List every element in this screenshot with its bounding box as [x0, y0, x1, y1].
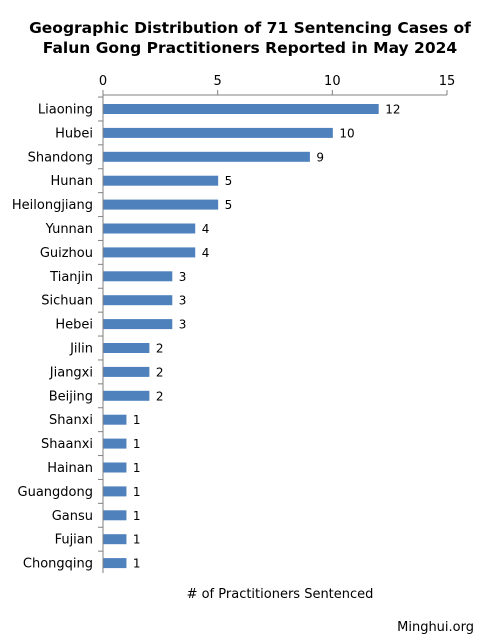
category-label: Shaanxi: [41, 437, 93, 452]
data-label: 2: [156, 389, 164, 403]
category-label: Hubei: [55, 126, 93, 141]
data-label: 2: [156, 365, 164, 379]
chart-title-line-2: Falun Gong Practitioners Reported in May…: [42, 39, 458, 57]
chart-title-line-1: Geographic Distribution of 71 Sentencing…: [29, 19, 471, 37]
data-label: 1: [133, 485, 141, 499]
data-label: 1: [133, 413, 141, 427]
category-label: Shandong: [28, 150, 93, 165]
category-label: Guangdong: [18, 485, 93, 500]
data-label: 5: [225, 198, 233, 212]
category-label: Beijing: [49, 389, 93, 404]
category-label: Gansu: [52, 509, 93, 524]
bar: [103, 534, 127, 545]
bar: [103, 510, 127, 521]
x-tick-label: 0: [99, 74, 107, 89]
bar: [103, 247, 196, 258]
bar: [103, 343, 150, 353]
category-label: Guizhou: [40, 246, 93, 261]
bar: [103, 366, 150, 377]
x-axis-label: # of Practitioners Sentenced: [186, 587, 374, 602]
source-credit: Minghui.org: [397, 620, 474, 635]
data-label: 3: [179, 294, 187, 308]
chart-title: Geographic Distribution of 71 Sentencing…: [0, 18, 500, 58]
category-label: Sichuan: [41, 294, 93, 309]
category-label: Jiangxi: [49, 365, 93, 380]
data-label: 9: [316, 150, 324, 164]
bar: [103, 175, 219, 186]
category-label: Chongqing: [23, 557, 93, 572]
category-label: Shanxi: [49, 413, 93, 428]
data-label: 1: [133, 461, 141, 475]
category-label: Hunan: [51, 174, 93, 189]
category-label: Jilin: [69, 342, 93, 357]
category-label: Hebei: [55, 318, 93, 333]
x-tick-label: 5: [214, 74, 222, 89]
bar: [103, 414, 127, 425]
category-label: Fujian: [55, 533, 93, 548]
data-label: 3: [179, 270, 187, 284]
bar: [103, 319, 173, 330]
bar: [103, 462, 127, 473]
category-label: Hainan: [47, 461, 93, 476]
x-tick-label: 10: [324, 74, 341, 89]
bar: [103, 151, 310, 162]
data-label: 5: [225, 174, 233, 188]
axis-layer: 0 5 10 15: [98, 74, 455, 573]
bar: [103, 390, 150, 401]
category-label: Yunnan: [45, 222, 93, 237]
bar: [103, 486, 127, 497]
data-label: 1: [133, 437, 141, 451]
bar: [103, 271, 173, 282]
bar: [103, 127, 333, 138]
bar: [103, 104, 379, 114]
bar: [103, 558, 127, 569]
x-tick-label: 15: [439, 74, 456, 89]
data-label: 3: [179, 318, 187, 332]
bar: [103, 438, 127, 449]
bar: [103, 199, 219, 210]
data-label: 1: [133, 509, 141, 523]
category-label: Liaoning: [38, 103, 93, 118]
data-label: 2: [156, 342, 164, 356]
category-label: Heilongjiang: [12, 198, 93, 213]
data-label: 4: [202, 246, 210, 260]
category-label: Tianjin: [49, 270, 93, 285]
data-label: 4: [202, 222, 210, 236]
bar: [103, 295, 173, 306]
bar: [103, 223, 196, 234]
data-label: 12: [385, 103, 400, 117]
data-label: 10: [339, 126, 354, 140]
data-label: 1: [133, 557, 141, 571]
data-label: 1: [133, 533, 141, 547]
